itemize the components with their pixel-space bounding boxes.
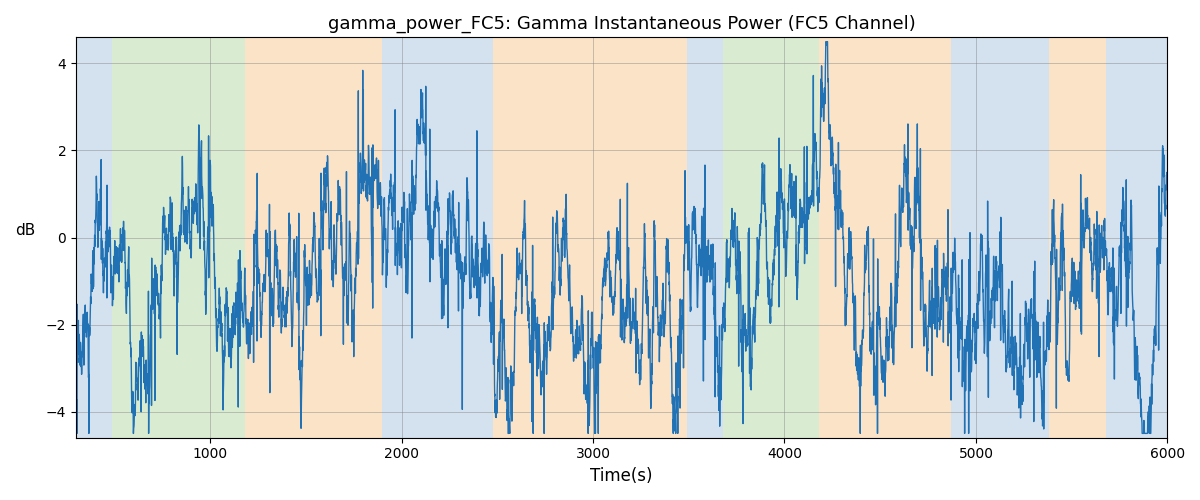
Bar <box>952 38 1049 438</box>
Bar <box>76 38 113 438</box>
Bar <box>1049 38 1106 438</box>
Bar <box>724 38 818 438</box>
Bar <box>113 38 245 438</box>
Bar <box>818 38 952 438</box>
Bar <box>245 38 383 438</box>
Bar <box>686 38 724 438</box>
X-axis label: Time(s): Time(s) <box>590 467 653 485</box>
Title: gamma_power_FC5: Gamma Instantaneous Power (FC5 Channel): gamma_power_FC5: Gamma Instantaneous Pow… <box>328 15 916 34</box>
Bar <box>1106 38 1168 438</box>
Bar <box>493 38 686 438</box>
Bar <box>383 38 493 438</box>
Y-axis label: dB: dB <box>14 222 35 238</box>
